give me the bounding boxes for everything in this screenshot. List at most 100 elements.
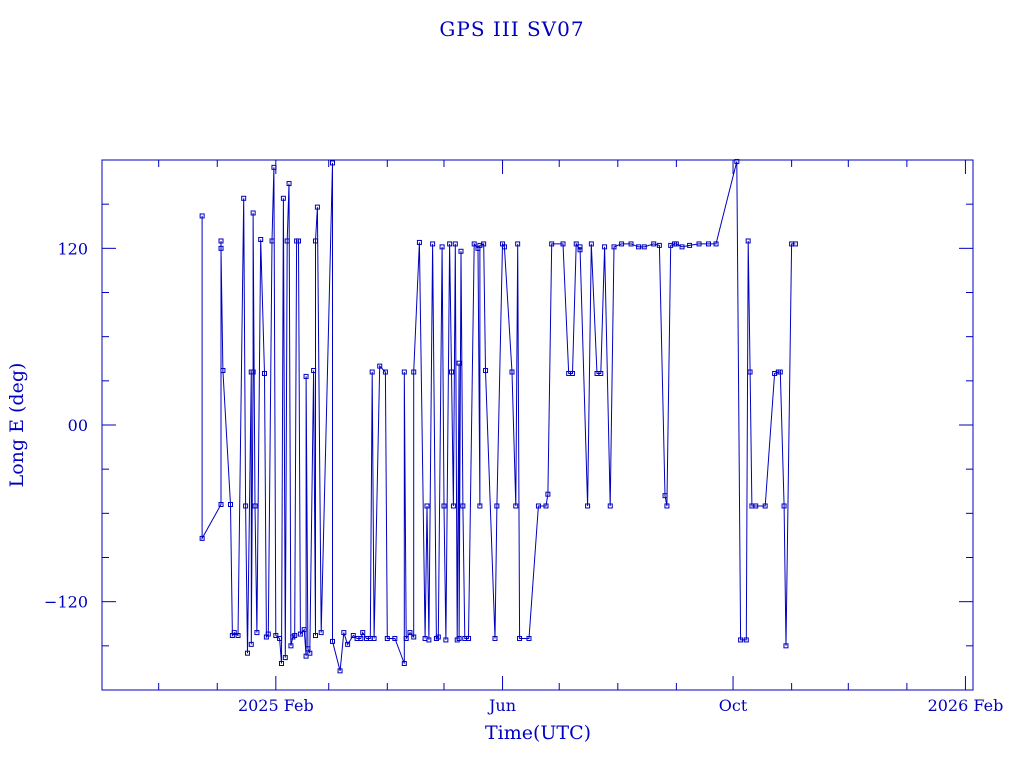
data-point <box>314 204 320 210</box>
data-point <box>250 210 256 216</box>
data-point <box>607 503 613 509</box>
x-tick-label: Oct <box>719 696 748 715</box>
data-point <box>345 641 351 647</box>
data-point <box>602 244 608 250</box>
data-point <box>277 635 283 641</box>
data-point <box>713 241 719 247</box>
data-point <box>569 370 575 376</box>
data-point <box>392 635 398 641</box>
plot-frame <box>101 159 974 691</box>
data-point <box>199 535 205 541</box>
data-point <box>384 635 390 641</box>
data-point <box>307 650 313 656</box>
data-point <box>227 502 233 507</box>
data-point <box>611 244 617 250</box>
data-point <box>288 643 294 649</box>
data-point <box>481 241 487 247</box>
data-point <box>303 653 309 659</box>
data-point <box>636 244 642 250</box>
data-point <box>662 493 668 499</box>
data-point <box>295 238 301 244</box>
data-point <box>271 164 277 170</box>
data-point <box>651 241 657 247</box>
data-point <box>449 369 455 375</box>
data-point <box>458 248 464 254</box>
x-axis-label: Time(UTC) <box>485 722 591 744</box>
data-point <box>312 238 318 244</box>
data-point <box>292 633 298 639</box>
data-point <box>261 370 267 376</box>
data-point <box>687 242 693 248</box>
data-point <box>218 502 224 507</box>
data-point <box>218 245 224 251</box>
data-point <box>734 158 740 164</box>
data-point <box>577 247 583 253</box>
data-point <box>573 241 579 247</box>
data-point <box>494 503 500 509</box>
data-point <box>360 630 366 636</box>
data-point <box>330 638 336 644</box>
data-point <box>456 635 462 641</box>
data-point <box>416 239 422 245</box>
data-point <box>244 650 250 656</box>
data-point <box>549 241 555 247</box>
data-point <box>278 661 284 666</box>
data-point <box>371 635 377 641</box>
data-point <box>792 241 798 247</box>
data-point <box>452 241 458 247</box>
x-tick-label: 2026 Feb <box>928 696 1004 715</box>
data-point <box>501 244 507 250</box>
data-point <box>430 241 436 247</box>
data-point <box>696 241 702 247</box>
data-point <box>619 241 625 247</box>
data-point <box>545 491 551 497</box>
data-series <box>199 158 798 674</box>
data-point <box>515 241 521 247</box>
data-point <box>443 637 449 643</box>
data-point <box>747 369 753 375</box>
data-point <box>243 503 249 509</box>
data-point <box>241 195 247 201</box>
data-point <box>248 641 254 647</box>
data-point <box>258 237 264 242</box>
data-point <box>252 503 258 509</box>
data-point <box>265 631 271 637</box>
data-point <box>460 503 466 509</box>
data-point <box>783 643 789 649</box>
data-point <box>588 241 594 247</box>
data-point <box>577 244 583 250</box>
y-tick-label: 00 <box>68 416 88 435</box>
y-axis-label: Long E (deg) <box>6 363 28 488</box>
data-point <box>286 181 292 187</box>
data-point <box>439 244 445 250</box>
y-tick-label: 120 <box>57 239 88 258</box>
data-point <box>407 630 413 636</box>
data-point <box>743 637 749 643</box>
data-point <box>350 633 356 639</box>
data-point <box>297 631 303 637</box>
y-tick-label: −120 <box>44 593 88 612</box>
data-point <box>337 668 343 674</box>
data-point <box>303 373 309 379</box>
data-point <box>560 241 566 247</box>
data-point <box>318 630 324 636</box>
data-point <box>411 369 417 375</box>
data-point <box>456 360 462 366</box>
data-point <box>311 368 317 374</box>
data-point <box>450 503 456 509</box>
data-point <box>762 503 768 509</box>
data-point <box>738 637 744 643</box>
data-point <box>628 241 634 247</box>
data-point <box>447 241 453 247</box>
data-point <box>656 242 662 248</box>
data-point <box>745 238 751 244</box>
data-point <box>301 627 307 633</box>
data-point <box>781 503 787 509</box>
data-point <box>477 503 483 509</box>
data-point <box>273 633 279 639</box>
data-point <box>280 195 286 201</box>
chart-title: GPS III SV07 <box>439 17 584 41</box>
x-tick-label: Jun <box>487 696 516 715</box>
data-point <box>509 369 515 375</box>
